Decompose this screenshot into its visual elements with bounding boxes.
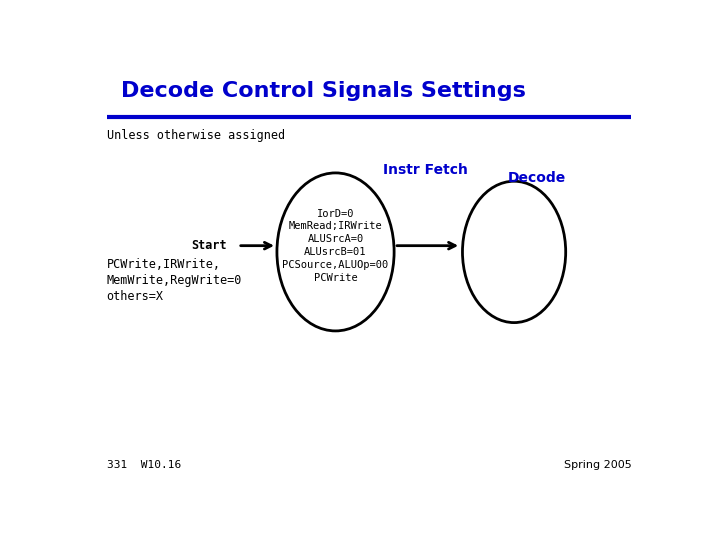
Text: Spring 2005: Spring 2005 bbox=[564, 460, 631, 470]
Text: Decode Control Signals Settings: Decode Control Signals Settings bbox=[121, 82, 526, 102]
Text: Decode: Decode bbox=[508, 171, 566, 185]
Text: IorD=0
MemRead;IRWrite
ALUSrcA=0
ALUsrcB=01
PCSource,ALUOp=00
PCWrite: IorD=0 MemRead;IRWrite ALUSrcA=0 ALUsrcB… bbox=[282, 208, 389, 282]
Text: Unless otherwise assigned: Unless otherwise assigned bbox=[107, 129, 285, 142]
Text: PCWrite,IRWrite,: PCWrite,IRWrite, bbox=[107, 258, 221, 271]
Text: 331  W10.16: 331 W10.16 bbox=[107, 460, 181, 470]
Text: Instr Fetch: Instr Fetch bbox=[383, 163, 468, 177]
Text: others=X: others=X bbox=[107, 290, 163, 303]
Text: MemWrite,RegWrite=0: MemWrite,RegWrite=0 bbox=[107, 274, 242, 287]
Text: Start: Start bbox=[191, 239, 227, 252]
